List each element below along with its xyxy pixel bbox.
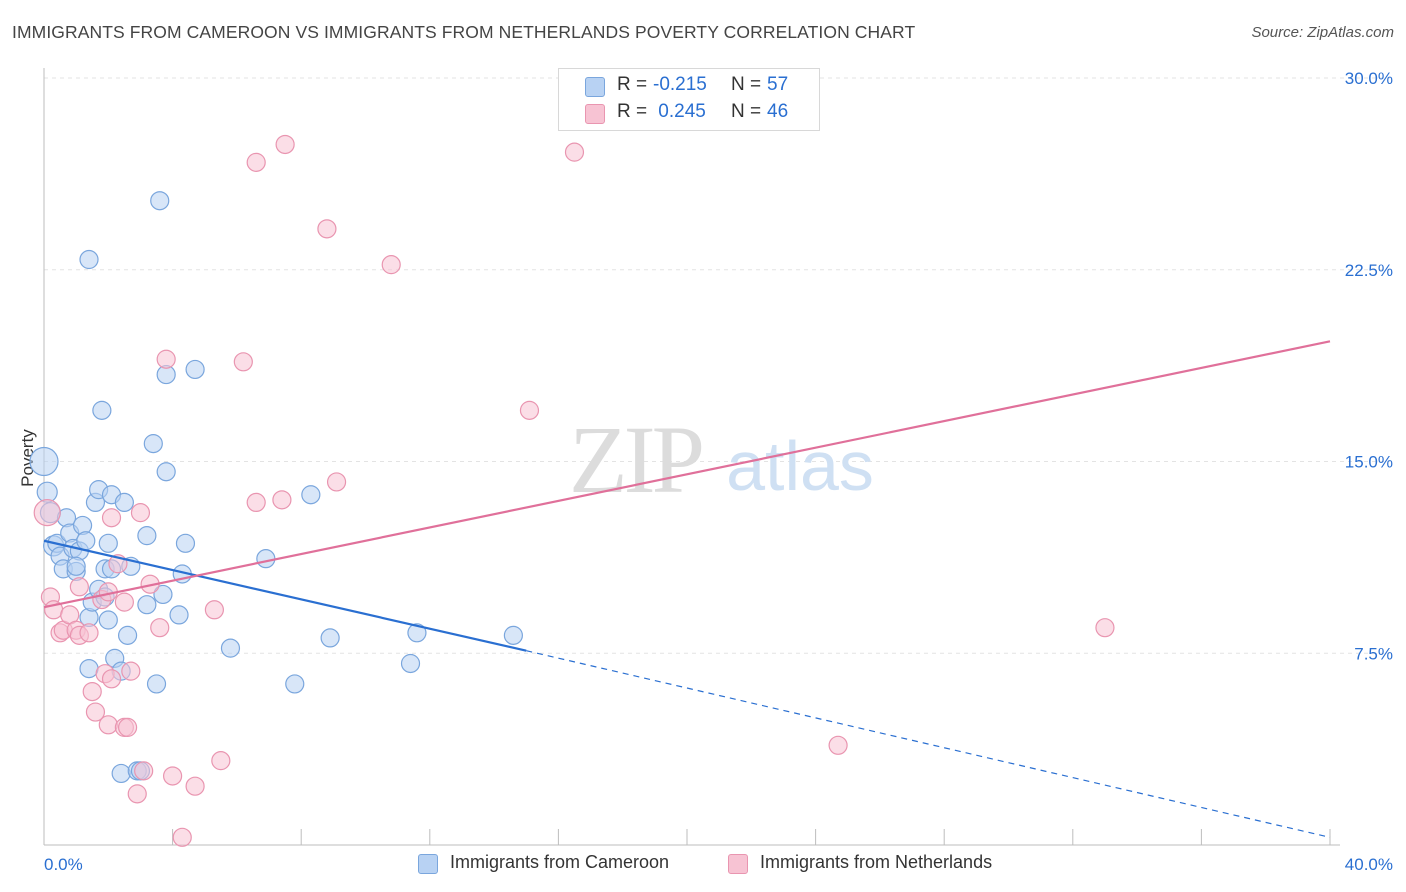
data-point-netherlands: [101, 508, 122, 528]
data-point-cameroon: [79, 249, 99, 270]
data-point-netherlands: [69, 577, 89, 597]
data-point-cameroon: [220, 638, 241, 658]
data-point-netherlands: [275, 134, 295, 155]
data-point-cameroon: [400, 653, 421, 674]
legend-swatch-netherlands: [585, 104, 605, 124]
data-point-cameroon: [150, 191, 170, 211]
data-point-netherlands: [233, 352, 253, 372]
legend-r-label: R =: [617, 74, 648, 95]
data-point-netherlands: [519, 400, 540, 420]
data-point-netherlands: [114, 592, 134, 612]
data-point-netherlands: [246, 492, 266, 513]
watermark-atlas: atlas: [726, 427, 874, 505]
data-point-netherlands: [828, 735, 848, 755]
legend-label-netherlands: Immigrants from Netherlands: [760, 852, 993, 872]
data-point-netherlands: [134, 761, 154, 781]
legend-row-netherlands: R = 0.245 N = 46: [559, 101, 819, 127]
data-point-netherlands: [150, 618, 170, 638]
trend-line-extension-cameroon: [526, 650, 1331, 838]
legend-r-value: -0.215: [653, 74, 707, 95]
data-point-netherlands: [246, 152, 266, 172]
watermark-zip: ZIP: [569, 406, 702, 513]
legend-label-cameroon: Immigrants from Cameroon: [450, 852, 670, 872]
data-point-cameroon: [143, 434, 163, 454]
data-point-netherlands: [127, 784, 147, 804]
data-point-cameroon: [117, 625, 138, 645]
y-tick-label: 30.0%: [1345, 69, 1393, 88]
legend-n-value: 57: [767, 74, 789, 95]
data-point-cameroon: [503, 625, 523, 645]
data-point-netherlands: [564, 142, 585, 162]
data-point-netherlands: [1095, 618, 1115, 638]
data-point-cameroon: [98, 533, 118, 553]
trend-line-cameroon: [43, 539, 527, 652]
legend-swatch-cameroon: [585, 77, 605, 97]
legend-n-label: N =: [731, 74, 762, 95]
data-point-cameroon: [98, 610, 118, 630]
legend-row-cameroon: R = -0.215 N = 57: [559, 74, 819, 100]
data-point-netherlands: [130, 503, 151, 523]
source-label: Source: ZipAtlas.com: [1251, 24, 1394, 41]
data-point-cameroon: [146, 674, 167, 694]
data-point-netherlands: [317, 219, 337, 239]
data-point-netherlands: [204, 600, 224, 620]
y-axis-label: Poverty: [18, 429, 37, 487]
y-tick-label: 22.5%: [1345, 261, 1393, 280]
data-point-cameroon: [320, 628, 340, 648]
data-point-netherlands: [117, 717, 138, 737]
data-point-netherlands: [33, 499, 61, 527]
x-tick-label: 0.0%: [44, 855, 83, 874]
data-point-cameroon: [301, 485, 321, 505]
data-point-cameroon: [153, 584, 173, 605]
data-point-cameroon: [137, 526, 157, 546]
data-point-cameroon: [407, 623, 427, 643]
legend-r-label: R =: [617, 101, 648, 122]
data-point-cameroon: [29, 446, 59, 477]
data-point-netherlands: [98, 715, 118, 735]
data-point-netherlands: [156, 349, 176, 369]
data-point-cameroon: [285, 674, 305, 694]
data-point-netherlands: [326, 472, 347, 492]
x-tick-label: 40.0%: [1345, 855, 1393, 874]
trend-line-netherlands: [43, 340, 1331, 609]
correlation-legend: R = -0.215 N = 57 R = 0.245 N = 46: [558, 68, 820, 131]
data-point-netherlands: [163, 766, 183, 786]
legend-n-label: N =: [731, 101, 762, 122]
data-point-netherlands: [211, 751, 231, 771]
data-point-cameroon: [169, 605, 189, 625]
data-point-netherlands: [101, 669, 122, 689]
data-point-cameroon: [92, 400, 112, 420]
data-point-cameroon: [156, 462, 176, 482]
data-point-cameroon: [66, 556, 86, 576]
data-point-cameroon: [137, 595, 157, 615]
legend-swatch-netherlands: [728, 854, 748, 874]
data-point-netherlands: [172, 827, 192, 847]
data-point-netherlands: [121, 661, 141, 681]
data-point-cameroon: [185, 359, 205, 380]
legend-swatch-cameroon: [418, 854, 438, 874]
y-tick-label: 15.0%: [1345, 453, 1393, 472]
data-point-netherlands: [185, 776, 205, 796]
chart-title: IMMIGRANTS FROM CAMEROON VS IMMIGRANTS F…: [12, 22, 916, 42]
data-point-netherlands: [82, 681, 102, 702]
data-point-cameroon: [114, 492, 134, 513]
data-point-netherlands: [79, 623, 99, 643]
data-point-cameroon: [76, 531, 96, 551]
data-point-cameroon: [256, 549, 276, 569]
legend-n-value: 46: [767, 101, 789, 122]
data-point-netherlands: [85, 702, 106, 722]
legend-r-value: 0.245: [653, 101, 706, 122]
data-point-cameroon: [175, 533, 196, 553]
y-tick-label: 7.5%: [1354, 644, 1393, 663]
data-point-cameroon: [111, 763, 131, 784]
data-point-netherlands: [381, 255, 401, 275]
data-point-cameroon: [79, 658, 99, 679]
data-point-netherlands: [272, 490, 292, 510]
